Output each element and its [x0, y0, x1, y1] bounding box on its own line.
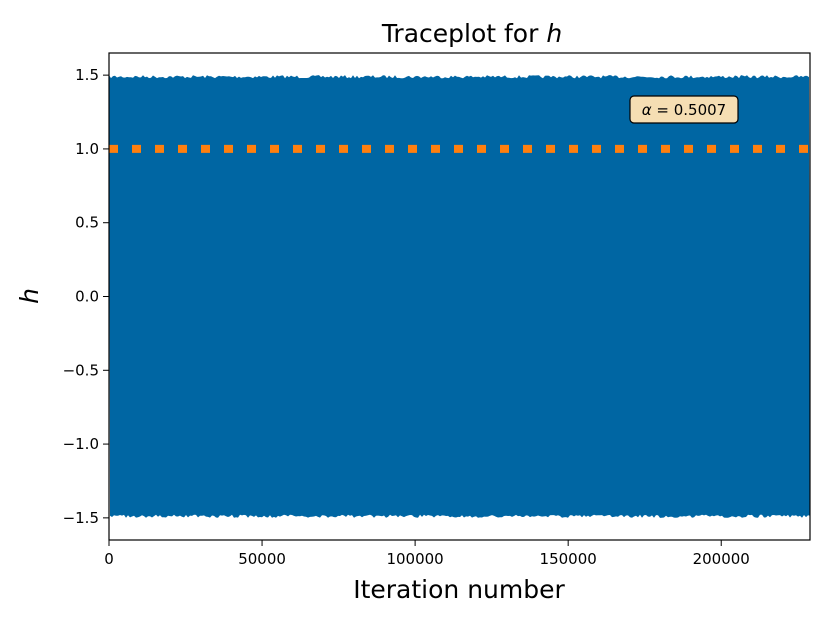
- annotation-box: [629, 95, 739, 124]
- x-tick-label: 100000: [386, 550, 443, 568]
- chart-title-variable: h: [546, 19, 562, 48]
- y-axis-ticks: 1.5 1.0 0.5 0.0 −0.5 −1.0 −1.5: [63, 66, 109, 527]
- x-axis-label: Iteration number: [353, 575, 565, 604]
- plot-area: [108, 52, 811, 541]
- y-tick-label: −1.0: [63, 435, 99, 453]
- annotation-text: α = 0.5007: [642, 101, 726, 119]
- trace-series: [109, 75, 810, 518]
- x-axis-ticks: 0 50000 100000 150000 200000: [104, 540, 750, 568]
- y-tick-label: 1.0: [75, 140, 99, 158]
- y-tick-label: −1.5: [63, 509, 99, 527]
- chart-title: Traceplot for h: [381, 19, 562, 48]
- x-tick-label: 200000: [693, 550, 750, 568]
- y-tick-label: −0.5: [63, 361, 99, 379]
- annotation-value: = 0.5007: [652, 101, 727, 119]
- y-tick-label: 0.5: [75, 214, 99, 232]
- y-tick-label: 1.5: [75, 66, 99, 84]
- x-tick-label: 0: [104, 550, 114, 568]
- alpha-annotation: α = 0.5007: [629, 95, 739, 124]
- y-axis-label: h: [15, 288, 44, 304]
- x-tick-label: 150000: [540, 550, 597, 568]
- annotation-symbol: α: [642, 101, 652, 119]
- y-tick-label: 0.0: [75, 288, 99, 306]
- chart-title-text: Traceplot for: [381, 19, 547, 48]
- x-tick-label: 50000: [238, 550, 286, 568]
